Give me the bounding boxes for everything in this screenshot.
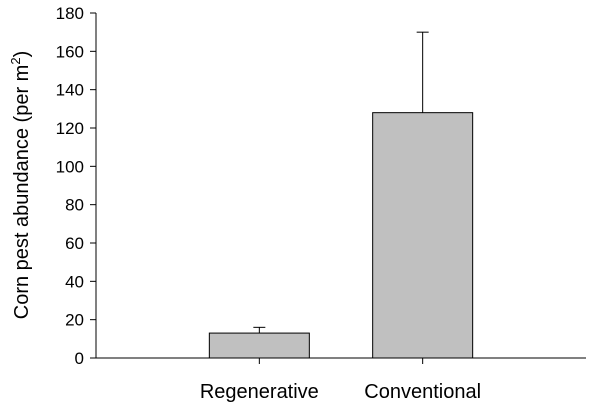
bar-conventional (372, 112, 474, 359)
y-tick-label-0: 0 (75, 349, 84, 368)
plot-area: Regenerative Conventional 0 20 40 60 80 100 120 1… (56, 4, 586, 403)
y-axis-title-superscript: 2 (8, 57, 23, 64)
y-tick-label-160: 160 (56, 42, 84, 61)
y-tick-label-20: 20 (65, 311, 84, 330)
y-tick-label-40: 40 (65, 272, 84, 291)
y-axis-title-suffix: ) (11, 51, 33, 58)
y-axis-title: Corn pest abundance (per m2) (8, 51, 33, 320)
x-tick-label-regenerative: Regenerative (200, 381, 319, 403)
y-axis-title-main: Corn pest abundance (per m (11, 65, 33, 320)
y-tick-label-180: 180 (56, 4, 84, 23)
y-tick-label-120: 120 (56, 119, 84, 138)
y-tick-label-80: 80 (65, 196, 84, 215)
y-tick-label-60: 60 (65, 234, 84, 253)
bar-regenerative (208, 332, 310, 359)
y-tick-label-140: 140 (56, 81, 84, 100)
y-tick-label-100: 100 (56, 157, 84, 176)
x-tick-label-conventional: Conventional (364, 381, 481, 403)
